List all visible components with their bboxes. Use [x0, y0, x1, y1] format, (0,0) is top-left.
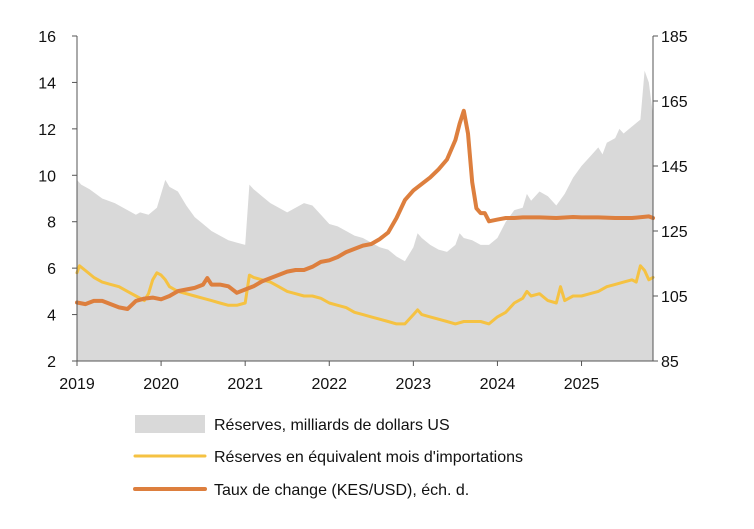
left-tick-label: 6	[47, 261, 56, 278]
right-tick-label: 125	[661, 224, 688, 241]
import-months-line	[75, 264, 655, 326]
x-tick-label: 2025	[564, 376, 600, 393]
right-tick-label: 145	[661, 159, 688, 176]
series-lines-layer	[75, 108, 655, 326]
exchange-rate-line	[75, 108, 655, 311]
left-tick-label: 2	[47, 354, 56, 371]
legend: Réserves, milliards de dollars US Réserve…	[133, 415, 523, 499]
axes-layer: 2 4 6 8 10 12 14 16 85 105 125 145 165 185 2019 2020 202…	[38, 29, 688, 393]
x-tick-label: 2020	[143, 376, 179, 393]
x-tick-label: 2019	[59, 376, 95, 393]
legend-swatch-area	[135, 415, 205, 433]
left-tick-label: 10	[38, 168, 56, 185]
x-tick-label: 2024	[480, 376, 516, 393]
right-tick-label: 85	[661, 354, 679, 371]
left-tick-label: 16	[38, 29, 56, 46]
right-tick-label: 185	[661, 29, 688, 46]
reserves-area	[77, 70, 653, 362]
x-tick-label: 2021	[227, 376, 263, 393]
legend-label: Réserves, milliards de dollars US	[214, 417, 450, 434]
legend-label: Taux de change (KES/USD), éch. d.	[214, 482, 469, 499]
left-tick-label: 4	[47, 308, 56, 325]
right-tick-label: 165	[661, 94, 688, 111]
left-tick-label: 14	[38, 75, 56, 92]
legend-label: Réserves en équivalent mois d'importatio…	[214, 449, 523, 466]
right-tick-label: 105	[661, 289, 688, 306]
x-tick-label: 2023	[396, 376, 432, 393]
left-tick-label: 12	[38, 122, 56, 139]
left-tick-label: 8	[47, 215, 56, 232]
x-tick-label: 2022	[311, 376, 347, 393]
reserves-area-layer	[77, 70, 653, 362]
